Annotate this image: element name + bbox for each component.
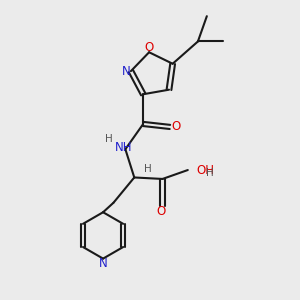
Text: O: O xyxy=(171,120,181,134)
Text: N: N xyxy=(99,257,107,271)
Text: H: H xyxy=(206,168,214,178)
Text: O: O xyxy=(145,41,154,54)
Text: H: H xyxy=(105,134,113,144)
Text: NH: NH xyxy=(115,141,133,154)
Text: N: N xyxy=(122,64,131,78)
Text: H: H xyxy=(144,164,152,173)
Text: OH: OH xyxy=(197,164,215,176)
Text: O: O xyxy=(156,205,166,218)
